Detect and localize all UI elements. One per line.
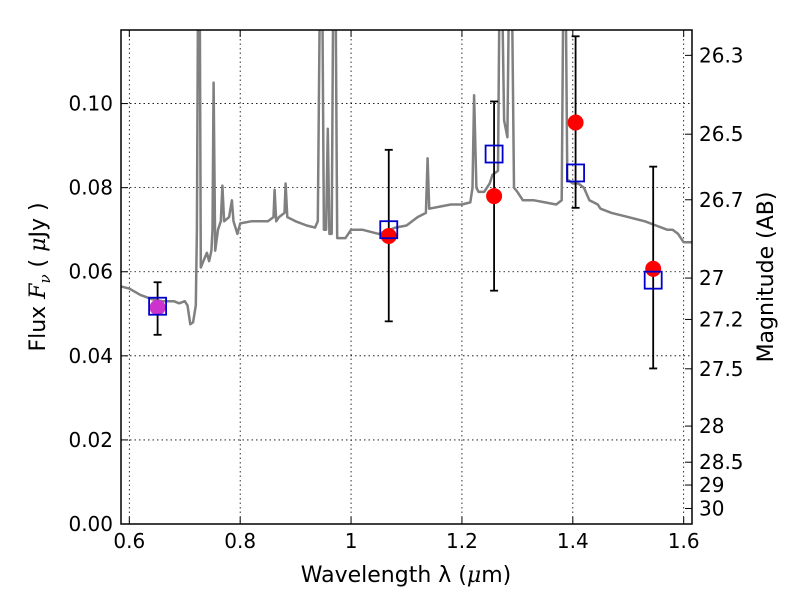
x-tick-label: 1.4 — [557, 529, 589, 553]
model-spectrum — [121, 30, 692, 326]
y2-axis-label: Magnitude (AB) — [754, 192, 779, 363]
observed-point — [567, 114, 584, 131]
y-tick-label: 0.02 — [68, 428, 113, 452]
x-tick-label: 0.6 — [113, 529, 145, 553]
y2-tick-label: 27.5 — [699, 357, 744, 381]
y2-tick-label: 26.7 — [699, 188, 744, 212]
plot-frame — [120, 29, 693, 525]
model-photometry-points — [148, 144, 663, 316]
y-tick-label: 0.10 — [68, 92, 113, 116]
y2-tick-label: 26.5 — [699, 122, 744, 146]
model-photometry-point — [484, 144, 504, 164]
y2-tick-label: 30 — [699, 496, 724, 520]
observed-point — [645, 260, 662, 277]
y-tick-label: 0.04 — [68, 344, 113, 368]
model-photometry-point — [148, 296, 167, 316]
y-tick-label: 0.00 — [68, 512, 113, 536]
observed-point — [486, 188, 503, 205]
x-axis: 0.6 0.8 1 1.2 1.4 1.6 — [113, 30, 700, 553]
y2-tick-label: 27.2 — [699, 307, 744, 331]
y-axis: 0.00 0.02 0.04 0.06 0.08 0.10 — [68, 92, 128, 536]
model-photometry-point — [379, 220, 399, 240]
y-tick-label: 0.08 — [68, 176, 113, 200]
y2-tick-label: 26.3 — [699, 43, 744, 67]
x-tick-label: 1 — [345, 529, 358, 553]
x-tick-label: 1.2 — [446, 529, 478, 553]
x-tick-label: 0.8 — [224, 529, 256, 553]
y-tick-label: 0.06 — [68, 260, 113, 284]
y2-tick-label: 28.5 — [699, 450, 744, 474]
observed-point — [149, 299, 166, 316]
plot-background — [121, 30, 692, 524]
x-axis-label: Wavelength λ (μm) — [301, 563, 511, 588]
x-tick-label: 1.6 — [668, 529, 700, 553]
y2-tick-label: 27 — [699, 266, 724, 290]
model-photometry-point — [643, 270, 663, 290]
spectrum-line — [121, 30, 692, 326]
y-axis-label: Flux Fν ( μJy ) — [26, 202, 54, 351]
observed-point — [380, 228, 397, 245]
y2-tick-label: 29 — [699, 473, 724, 497]
model-photometry-point — [566, 163, 585, 183]
y2-tick-label: 28 — [699, 414, 724, 438]
